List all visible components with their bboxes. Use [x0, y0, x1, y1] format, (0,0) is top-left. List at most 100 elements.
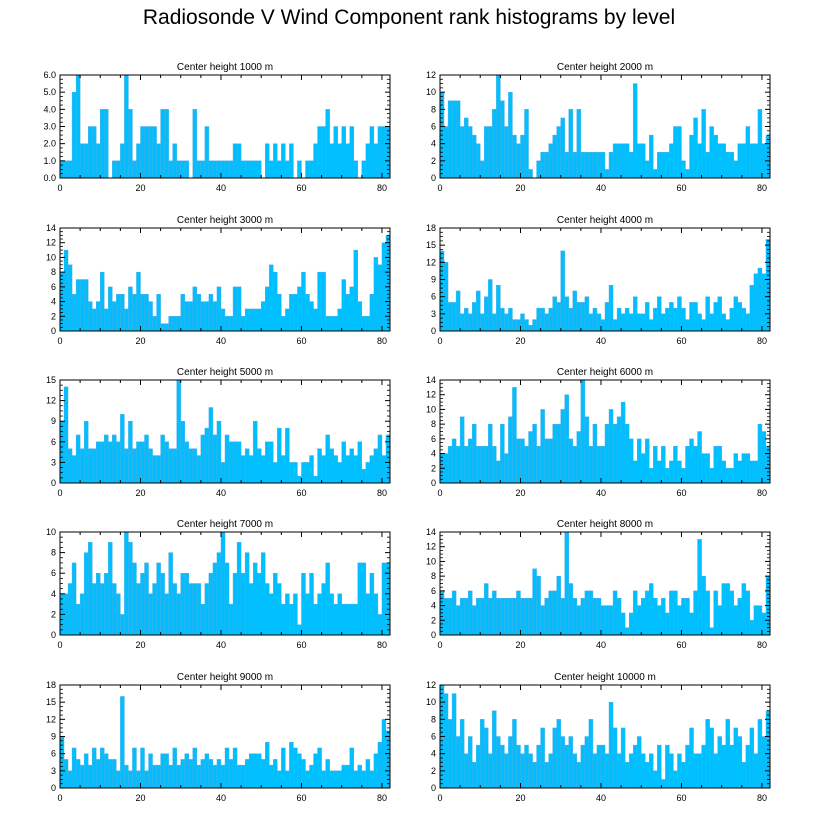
histogram-bar: [345, 603, 350, 636]
y-tick-label: 9: [51, 416, 56, 426]
histogram-bar: [572, 753, 578, 789]
histogram-bar: [508, 736, 513, 789]
histogram-bar: [71, 562, 77, 636]
histogram-bar: [128, 421, 133, 484]
histogram-bar: [216, 759, 222, 789]
histogram-bar: [329, 316, 334, 332]
histogram-bar: [701, 109, 706, 179]
y-tick-label: 8: [431, 571, 436, 581]
x-tick-label: 0: [437, 488, 442, 498]
histogram-bar: [273, 759, 278, 789]
x-tick-label: 80: [377, 640, 387, 650]
histogram-bar: [269, 160, 274, 179]
histogram-bar: [508, 416, 513, 484]
histogram-bar: [592, 598, 598, 636]
histogram-bar: [749, 620, 755, 636]
histogram-bar: [520, 598, 525, 636]
histogram-bar: [313, 603, 318, 636]
x-tick-label: 20: [135, 488, 145, 498]
histogram-bar: [524, 598, 529, 636]
histogram-bar: [705, 719, 710, 789]
histogram-bar: [661, 313, 666, 332]
histogram-bar: [305, 294, 310, 332]
histogram-bar: [484, 126, 489, 179]
histogram-bar: [200, 160, 206, 179]
histogram-bar: [369, 573, 375, 636]
histogram-bar: [100, 271, 105, 332]
histogram-bar: [653, 770, 658, 789]
histogram-bar: [220, 160, 226, 179]
histogram-bar: [616, 416, 622, 484]
histogram-bar: [693, 302, 698, 332]
histogram-bar: [620, 401, 626, 484]
histogram-bar: [637, 736, 642, 789]
histogram-bar: [87, 126, 93, 179]
histogram-bar: [285, 593, 290, 636]
y-tick-label: 12: [46, 714, 56, 724]
y-tick-label: 3: [51, 766, 56, 776]
histogram-bar: [596, 313, 602, 332]
histogram-bar: [281, 603, 286, 636]
main-title: Radiosonde V Wind Component rank histogr…: [142, 6, 676, 29]
y-tick-label: 0: [51, 783, 56, 793]
histogram-bar: [484, 727, 489, 789]
histogram-bar: [144, 434, 149, 484]
histogram-bar: [124, 308, 129, 332]
histogram-bar: [116, 770, 121, 789]
histogram-bar: [616, 143, 622, 179]
histogram-bar: [685, 319, 690, 332]
histogram-bar: [381, 126, 387, 179]
histogram-bar: [685, 169, 690, 179]
histogram-bar: [160, 434, 165, 484]
histogram-bar: [459, 719, 465, 789]
histogram-bar: [240, 573, 246, 636]
histogram-bar: [293, 462, 298, 484]
histogram-bar: [281, 455, 286, 484]
histogram-bar: [96, 573, 101, 636]
x-tick-label: 40: [596, 640, 606, 650]
histogram-bar: [536, 575, 541, 636]
histogram-bar: [488, 279, 493, 332]
histogram-bar: [632, 83, 638, 179]
histogram-bar: [653, 446, 658, 484]
histogram-bar: [459, 416, 465, 484]
histogram-bar: [532, 762, 537, 789]
histogram-bar: [333, 455, 338, 484]
histogram-bar: [693, 590, 698, 636]
y-tick-label: 6: [431, 732, 436, 742]
histogram-bar: [75, 279, 81, 332]
histogram-bar: [584, 590, 590, 636]
histogram-bar: [685, 598, 690, 636]
histogram-bar: [248, 308, 254, 332]
histogram-bar: [467, 313, 473, 332]
histogram-bar: [536, 160, 541, 179]
histogram-bar: [637, 313, 642, 332]
histogram-bar: [116, 160, 121, 179]
histogram-bar: [717, 296, 722, 332]
histogram-bar: [472, 762, 477, 789]
histogram-bar: [641, 143, 646, 179]
histogram-bar: [365, 462, 371, 484]
histogram-bar: [476, 143, 481, 179]
histogram-bar: [705, 590, 710, 636]
histogram-bar: [244, 160, 250, 179]
histogram-bar: [556, 719, 561, 789]
histogram-bar: [641, 753, 646, 789]
histogram-bar: [75, 74, 81, 179]
histogram-bar: [188, 448, 193, 484]
histogram-bar: [717, 446, 722, 484]
histogram-bar: [100, 109, 105, 179]
histogram-bar: [248, 753, 254, 789]
histogram-bar: [600, 152, 606, 179]
histogram-bar: [289, 294, 294, 332]
histogram-bar: [325, 562, 330, 636]
histogram-bar: [377, 126, 383, 179]
y-tick-label: 6.0: [43, 70, 56, 80]
histogram-bar: [528, 169, 533, 179]
histogram-bar: [313, 475, 318, 484]
y-tick-label: 8: [431, 714, 436, 724]
histogram-bar: [96, 143, 101, 179]
histogram-bar: [176, 160, 181, 179]
histogram-bar: [277, 770, 282, 789]
histogram-bar: [297, 286, 302, 332]
